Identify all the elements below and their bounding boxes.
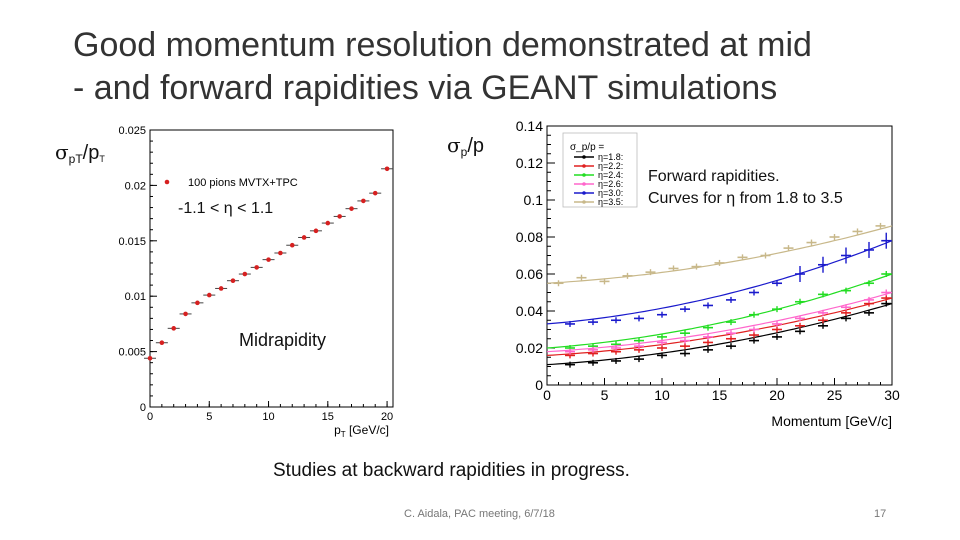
left-axis-label: σpT/pT (55, 140, 105, 166)
left-y-tick-label: 0 (140, 402, 146, 414)
right-y-tick-label: 0.06 (516, 266, 543, 282)
left-data-point (349, 206, 354, 211)
right-fit-curve (546, 240, 893, 325)
right-legend-marker (582, 200, 586, 204)
right-legend-title: σ_p/p = (570, 142, 604, 153)
right-fit-curve (546, 273, 893, 349)
right-fit-curve (546, 297, 893, 356)
left-x-tick-label: 5 (206, 411, 212, 423)
forward-line-2: Curves for η from 1.8 to 3.5 (648, 190, 843, 207)
right-y-tick-label: 0.02 (516, 340, 543, 356)
title-line-2: - and forward rapidities via GEANT simul… (73, 69, 778, 107)
left-data-point (372, 190, 378, 196)
right-label-mid: /p (467, 135, 485, 157)
right-y-tick-label: 0.14 (516, 118, 543, 134)
left-data-point (206, 292, 212, 298)
left-x-tick-label: 15 (322, 411, 334, 423)
left-data-point (159, 340, 165, 346)
right-x-tick-label: 10 (654, 387, 670, 403)
right-x-tick-label: 25 (827, 387, 843, 403)
right-legend-label: η=2.6: (598, 179, 623, 189)
right-legend-label: η=1.8: (598, 152, 623, 162)
left-data-point (313, 228, 319, 234)
left-data-point (266, 257, 271, 262)
right-legend-label: η=2.2: (598, 161, 623, 171)
left-label-sub: pT (68, 152, 83, 166)
right-legend-label: η=2.4: (598, 170, 623, 180)
left-legend-marker (164, 179, 170, 185)
left-label-mid: /p (82, 142, 100, 164)
right-y-tick-label: 0.12 (516, 155, 543, 171)
left-data-point (384, 166, 390, 172)
right-fit-curve (546, 291, 893, 353)
left-data-point (289, 242, 295, 248)
left-y-tick-label: 0.015 (118, 236, 146, 248)
mid-range-label: -1.1 < η < 1.1 (178, 200, 274, 217)
left-legend-label: 100 pions MVTX+TPC (188, 177, 298, 189)
right-y-tick-label: 0.08 (516, 229, 543, 245)
left-data-point (195, 300, 200, 306)
left-x-axis-label: pT [GeV/c] (334, 423, 389, 439)
left-y-tick-label: 0.005 (118, 347, 146, 359)
left-label-sub2: T (99, 154, 105, 164)
forward-line-1: Forward rapidities. (648, 168, 780, 185)
right-legend-label: η=3.5: (598, 197, 623, 207)
right-fit-curve (546, 303, 893, 366)
right-x-tick-label: 15 (712, 387, 728, 403)
left-y-tick-label: 0.02 (125, 180, 146, 192)
right-x-tick-label: 30 (884, 387, 900, 403)
right-x-axis-label: Momentum [GeV/c] (771, 413, 892, 429)
footer-author: C. Aidala, PAC meeting, 6/7/18 (404, 508, 555, 520)
sigma-symbol: σ (55, 140, 69, 164)
right-axis-label: σp/p (447, 133, 484, 159)
page-number: 17 (874, 508, 887, 520)
right-label-sub: p (460, 145, 468, 159)
right-legend-label: η=3.0: (598, 188, 623, 198)
right-legend-marker (582, 191, 586, 195)
left-data-point (337, 214, 342, 219)
left-y-tick-label: 0.025 (118, 125, 146, 137)
right-legend-box (562, 132, 638, 208)
right-x-tick-label: 5 (601, 387, 609, 403)
forward-label: Forward rapidities. Curves for η from 1.… (648, 166, 843, 210)
left-plot-frame (149, 129, 394, 408)
backward-note: Studies at backward rapidities in progre… (273, 460, 630, 481)
sigma-symbol-right: σ (447, 133, 461, 157)
left-data-point (361, 198, 366, 204)
right-y-tick-label: 0.04 (516, 303, 543, 319)
left-data-point (230, 278, 236, 283)
left-data-point (171, 326, 177, 331)
left-data-point (254, 265, 259, 270)
midrapidity-label: Midrapidity (237, 330, 329, 351)
right-legend-marker (582, 164, 586, 168)
left-x-tick-label: 20 (381, 411, 393, 423)
left-data-point (147, 355, 153, 361)
right-legend-marker (582, 182, 586, 186)
right-legend-marker (582, 155, 586, 159)
right-fit-curve (546, 225, 893, 284)
right-y-tick-label: 0.1 (524, 192, 544, 208)
left-data-point (218, 286, 224, 291)
title-line-1: Good momentum resolution demonstrated at… (73, 26, 812, 64)
left-data-point (242, 271, 248, 277)
right-y-tick-label: 0 (535, 377, 543, 393)
right-legend-marker (582, 173, 586, 177)
left-data-point (325, 220, 331, 226)
left-x-tick-label: 10 (262, 411, 274, 423)
left-data-point (183, 311, 188, 317)
right-x-tick-label: 0 (543, 387, 551, 403)
left-x-tick-label: 0 (147, 411, 153, 423)
left-y-tick-label: 0.01 (125, 291, 146, 303)
left-data-point (278, 250, 283, 256)
right-x-tick-label: 20 (769, 387, 785, 403)
left-data-point (301, 235, 307, 240)
slide-title: Good momentum resolution demonstrated at… (73, 24, 913, 110)
